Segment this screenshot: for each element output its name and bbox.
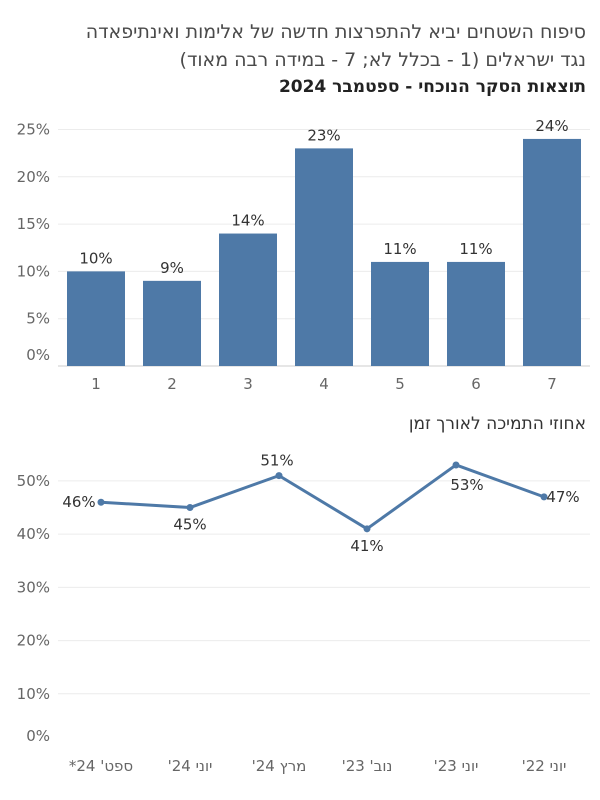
bar-x-tick-label: 3 xyxy=(243,375,253,393)
chart-title-line-2: נגד ישראלים (1 - בכלל לא; 7 - במידה רבה … xyxy=(179,49,586,71)
line-value-label: 47% xyxy=(546,488,579,506)
bar xyxy=(523,138,581,366)
line-x-tick-label: נוב' 23' xyxy=(342,757,393,775)
bar-value-label: 23% xyxy=(307,126,340,144)
bar-y-tick-label: 20% xyxy=(17,168,50,186)
line-y-tick-label: 10% xyxy=(17,685,50,703)
line-value-label: 45% xyxy=(173,516,206,534)
bar-value-label: 24% xyxy=(535,117,568,135)
line-y-tick-label: 0% xyxy=(26,727,50,745)
bar-x-tick-label: 2 xyxy=(167,375,177,393)
chart-subtitle: תוצאות הסקר הנוכחי - ספטמבר 2024 xyxy=(278,77,586,97)
series-line xyxy=(100,463,545,531)
bar-y-tick-label: 5% xyxy=(26,310,50,328)
bar-value-label: 14% xyxy=(231,212,264,230)
line-value-label: 51% xyxy=(260,452,293,470)
line-x-tick-label: ספט' 24* xyxy=(69,757,133,775)
bar xyxy=(143,280,201,366)
line-point xyxy=(186,504,194,512)
line-y-tick-label: 20% xyxy=(17,632,50,650)
line-point xyxy=(363,525,371,533)
chart-title-line-1: סיפוח השטחים יביא להתפרצות חדשה של אלימו… xyxy=(85,21,586,43)
line-x-tick-label: יוני 24' xyxy=(168,757,213,775)
bar-y-tick-label: 0% xyxy=(26,346,50,364)
line-point xyxy=(540,493,548,501)
line-y-tick-label: 30% xyxy=(17,578,50,596)
bar-value-label: 11% xyxy=(383,240,416,258)
line-y-tick-label: 40% xyxy=(17,525,50,543)
line-value-label: 46% xyxy=(62,493,95,511)
bar-y-tick-label: 25% xyxy=(17,120,50,138)
line-y-tick-label: 50% xyxy=(17,472,50,490)
bar-value-label: 9% xyxy=(160,259,184,277)
bar xyxy=(219,233,277,366)
line-chart-title: אחוזי התמיכה לאורך זמן xyxy=(408,414,586,434)
bar xyxy=(371,261,429,366)
line-point xyxy=(97,498,105,506)
line-x-tick-label: מרץ 24' xyxy=(252,757,307,775)
line-x-tick-label: יוני 23' xyxy=(434,757,479,775)
bar-x-tick-label: 7 xyxy=(547,375,557,393)
line-value-label: 53% xyxy=(450,476,483,494)
bar-value-label: 10% xyxy=(79,249,112,267)
bar-x-tick-label: 1 xyxy=(91,375,101,393)
bar-x-tick-label: 5 xyxy=(395,375,405,393)
bar-y-tick-label: 15% xyxy=(17,215,50,233)
line-value-label: 41% xyxy=(350,537,383,555)
bar xyxy=(295,148,353,366)
bar xyxy=(67,271,125,366)
bar-x-tick-label: 4 xyxy=(319,375,329,393)
bar-x-tick-label: 6 xyxy=(471,375,481,393)
bar-value-label: 11% xyxy=(459,240,492,258)
line-x-tick-label: יוני 22' xyxy=(522,757,567,775)
bar xyxy=(447,261,505,366)
line-point xyxy=(275,472,283,480)
bar-y-tick-label: 10% xyxy=(17,262,50,280)
line-point xyxy=(452,461,460,469)
